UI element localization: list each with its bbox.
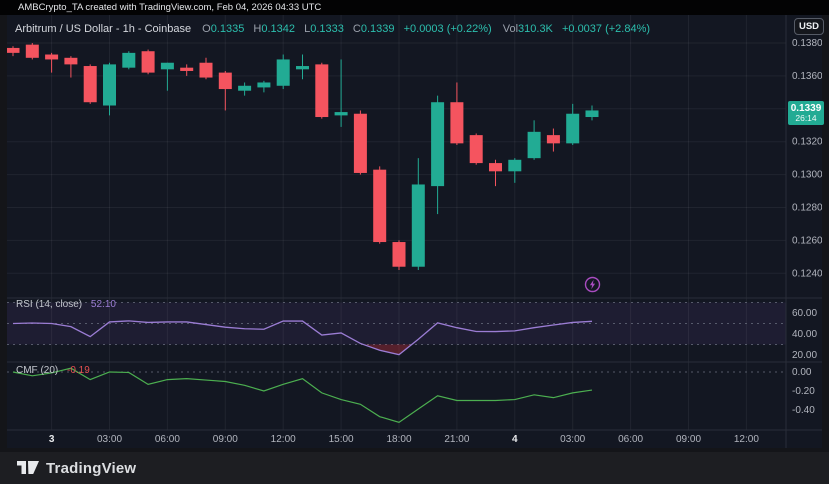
candle-body: [64, 57, 78, 65]
price-axis-label: 0.1320: [792, 137, 822, 148]
attribution-text: AMBCrypto_TA created with TradingView.co…: [18, 2, 322, 13]
price-axis-label: 0.1260: [792, 235, 822, 246]
time-axis-label: 3: [49, 434, 55, 445]
candle-body: [296, 66, 309, 70]
time-axis-label: 15:00: [329, 434, 354, 445]
time-axis-label: 4: [512, 434, 518, 445]
candle-body: [334, 112, 348, 116]
tradingview-logo[interactable]: [17, 461, 39, 475]
candle-body: [45, 54, 59, 60]
candle-body: [25, 44, 39, 58]
candle-body: [392, 242, 406, 267]
cmf-axis-label: -0.20: [792, 386, 815, 397]
candle-body: [489, 163, 502, 172]
price-axis-label: 0.1240: [792, 268, 822, 279]
cmf-axis-label: -0.40: [792, 405, 815, 416]
candle-body: [373, 169, 387, 243]
candle-body: [450, 102, 464, 144]
time-axis[interactable]: [7, 430, 786, 448]
rsi-title: RSI (14, close): [16, 299, 83, 310]
symbol-title[interactable]: Arbitrum / US Dollar - 1h - Coinbase: [15, 23, 192, 35]
time-axis-label: 12:00: [734, 434, 759, 445]
rsi-axis-label: 20.00: [792, 350, 817, 361]
cmf-axis-label: 0.00: [792, 367, 812, 378]
candle-body: [103, 64, 116, 106]
candle-body: [160, 62, 174, 70]
legend[interactable]: Arbitrum / US Dollar - 1h - Coinbase O0.…: [15, 23, 658, 35]
candle-body: [431, 102, 445, 187]
candle-body: [122, 52, 136, 68]
candle-body: [180, 67, 194, 71]
bar-countdown: 26:14: [795, 113, 817, 123]
ohlc-open: O0.1335: [202, 23, 245, 35]
price-change: +0.0003 (+0.22%): [403, 23, 492, 35]
chart-widget: 0.13800.13600.13400.13200.13000.12800.12…: [7, 15, 824, 448]
boost-button[interactable]: [584, 276, 601, 293]
rsi-axis-label: 40.00: [792, 329, 817, 340]
candle-body: [83, 66, 97, 103]
candle-body: [199, 62, 213, 78]
rsi-value: 52.10: [90, 299, 116, 310]
rsi-line: [12, 320, 593, 356]
candle-body: [546, 135, 560, 144]
candle-body: [527, 131, 541, 159]
cmf-title: CMF (20): [16, 365, 59, 376]
currency-toggle-button[interactable]: USD: [794, 18, 824, 35]
last-price: 0.1339: [790, 103, 822, 114]
chart-canvas[interactable]: 0.13800.13600.13400.13200.13000.12800.12…: [7, 15, 822, 448]
time-axis-label: 03:00: [560, 434, 585, 445]
time-axis-label: 03:00: [97, 434, 122, 445]
cmf-value: -0.19: [67, 365, 90, 376]
last-price-badge: 0.1339 26:14: [788, 101, 824, 125]
price-axis-label: 0.1280: [792, 203, 822, 214]
time-axis-label: 12:00: [271, 434, 296, 445]
candle-body: [315, 64, 329, 118]
candle-body: [238, 85, 252, 91]
price-axis-label: 0.1380: [792, 38, 822, 49]
candle-body: [353, 113, 367, 173]
candle-body: [218, 72, 232, 90]
candle-body: [276, 59, 290, 86]
price-axis-label: 0.1360: [792, 71, 822, 82]
candle-body: [257, 82, 271, 88]
rsi-oversold-fill: [363, 344, 412, 355]
time-axis-label: 06:00: [618, 434, 643, 445]
footer-brand[interactable]: TradingView: [46, 459, 137, 477]
time-axis-label: 06:00: [155, 434, 180, 445]
volume: Vol310.3K: [502, 23, 553, 35]
price-axis-label: 0.1300: [792, 170, 822, 181]
footer-bar: TradingView: [0, 452, 829, 484]
volume-change: +0.0037 (+2.84%): [561, 23, 651, 35]
candle-body: [411, 184, 425, 267]
price-axis[interactable]: [786, 15, 822, 430]
time-axis-label: 09:00: [676, 434, 701, 445]
cmf-line: [12, 367, 593, 424]
candle-body: [585, 110, 599, 118]
ohlc-close: C0.1339: [352, 23, 395, 35]
cmf-indicator-label[interactable]: CMF (20) -0.19: [16, 365, 90, 376]
time-axis-label: 18:00: [386, 434, 411, 445]
candle-body: [7, 47, 20, 53]
candle-body: [469, 135, 483, 164]
candle-body: [141, 51, 155, 73]
time-axis-label: 21:00: [444, 434, 469, 445]
attribution-bar: AMBCrypto_TA created with TradingView.co…: [0, 0, 829, 15]
time-axis-label: 09:00: [213, 434, 238, 445]
ohlc-high: H0.1342: [253, 23, 296, 35]
rsi-axis-label: 60.00: [792, 308, 817, 319]
rsi-band: [7, 302, 786, 345]
rsi-indicator-label[interactable]: RSI (14, close) 52.10: [16, 299, 116, 310]
candle-body: [508, 159, 522, 172]
candle-body: [566, 113, 580, 144]
lightning-icon: [584, 276, 601, 293]
ohlc-low: L0.1333: [304, 23, 344, 35]
